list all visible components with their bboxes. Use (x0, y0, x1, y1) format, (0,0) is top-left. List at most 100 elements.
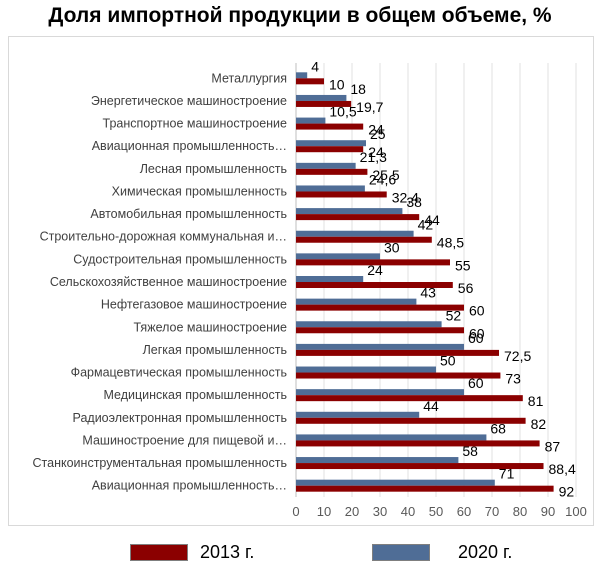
x-tick-label: 100 (565, 504, 587, 519)
data-label-2013: 25,5 (372, 167, 399, 183)
bar-2013 (296, 395, 523, 402)
category-label: Фармацевтическая промышленность (71, 366, 287, 380)
data-label-2020: 21,3 (360, 149, 387, 165)
bar-2020 (296, 94, 347, 101)
data-label-2013: 92 (559, 484, 575, 500)
x-tick-label: 40 (401, 504, 415, 519)
legend-item-2013: 2013 г. (130, 540, 270, 568)
data-label-2020: 10,5 (329, 104, 356, 120)
data-label-2013: 73 (505, 371, 521, 387)
category-label: Машиностроение для пищевой и… (82, 433, 287, 447)
bar-2020 (296, 72, 308, 79)
bar-2013 (296, 259, 450, 266)
bar-2013 (296, 372, 501, 379)
bar-2020 (296, 343, 464, 350)
data-label-2013: 19,7 (356, 99, 383, 115)
bar-2020 (296, 411, 420, 418)
legend-swatch-2020 (372, 544, 430, 561)
data-label-2020: 25 (370, 126, 386, 142)
data-label-2020: 43 (420, 285, 436, 301)
bar-2020 (296, 366, 436, 373)
bar-2013 (296, 191, 387, 198)
bar-2013 (296, 168, 368, 175)
bar-2013 (296, 282, 453, 288)
data-label-2013: 10 (329, 76, 345, 92)
bar-2020 (296, 117, 326, 124)
category-label: Химическая промышленность (112, 184, 287, 198)
bar-2013 (296, 349, 499, 356)
data-label-2013: 87 (545, 438, 561, 454)
bar-2020 (296, 479, 495, 486)
legend: 2013 г. 2020 г. (0, 540, 600, 570)
data-label-2013: 82 (531, 416, 547, 432)
data-label-2013: 32,4 (392, 189, 419, 205)
data-label-2013: 44 (424, 212, 440, 228)
bar-2013 (296, 100, 352, 107)
data-label-2013: 72,5 (504, 348, 531, 364)
category-label: Автомобильная промышленность (90, 207, 287, 221)
bar-2013 (296, 146, 364, 153)
category-label: Медицинская промышленность (103, 388, 287, 402)
data-label-2013: 56 (458, 280, 474, 296)
bar-2020 (296, 321, 442, 328)
category-label: Строительно-дорожная коммунальная и… (40, 230, 287, 244)
bar-2020 (296, 253, 380, 260)
data-label-2020: 44 (423, 398, 439, 414)
legend-label-2020: 2020 г. (458, 542, 513, 562)
data-label-2020: 18 (350, 81, 366, 97)
bar-2020 (296, 276, 364, 282)
data-label-2020: 52 (446, 307, 462, 323)
legend-swatch-2013 (130, 544, 188, 561)
x-tick-label: 70 (485, 504, 499, 519)
data-label-2020: 68 (490, 420, 506, 436)
x-tick-label: 30 (373, 504, 387, 519)
bar-2013 (296, 417, 526, 424)
data-label-2020: 60 (468, 330, 484, 346)
category-label: Лесная промышленность (140, 162, 287, 176)
bar-2013 (296, 440, 540, 447)
category-label: Тяжелое машиностроение (134, 320, 288, 334)
bar-2020 (296, 434, 487, 441)
bar-2020 (296, 162, 356, 169)
bar-2020 (296, 208, 403, 215)
bar-2013 (296, 214, 420, 221)
x-tick-label: 60 (457, 504, 471, 519)
category-label: Энергетическое машиностроение (91, 94, 287, 108)
bar-2013 (296, 304, 464, 311)
category-label: Судостроительная промышленность (73, 252, 287, 266)
data-label-2020: 4 (311, 58, 319, 74)
category-label: Авиационная промышленность… (92, 139, 287, 153)
bar-2013 (296, 78, 324, 85)
x-tick-label: 20 (345, 504, 359, 519)
x-tick-label: 80 (513, 504, 527, 519)
data-label-2020: 58 (462, 443, 478, 459)
data-label-2020: 24 (367, 262, 383, 278)
bar-2020 (296, 298, 417, 305)
x-tick-label: 0 (292, 504, 299, 519)
x-tick-label: 10 (317, 504, 331, 519)
data-label-2013: 60 (469, 303, 485, 319)
category-label: Радиоэлектронная промышленность (73, 411, 287, 425)
data-label-2020: 60 (468, 375, 484, 391)
category-label: Транспортное машиностроение (103, 117, 288, 131)
bar-2013 (296, 236, 432, 243)
data-label-2013: 81 (528, 393, 544, 409)
bar-2013 (296, 463, 544, 470)
data-label-2013: 55 (455, 257, 471, 273)
data-label-2020: 71 (499, 466, 515, 482)
data-label-2020: 24,6 (369, 171, 396, 187)
data-label-2013: 48,5 (437, 235, 464, 251)
data-label-2013: 24 (368, 144, 384, 160)
data-label-2020: 30 (384, 239, 400, 255)
data-label-2013: 88,4 (549, 461, 576, 477)
data-label-2013: 24 (368, 122, 384, 138)
x-tick-label: 90 (541, 504, 555, 519)
bar-2020 (296, 185, 365, 192)
category-label: Сельскохозяйственное машиностроение (50, 275, 287, 289)
category-label: Металлургия (211, 71, 287, 85)
data-label-2020: 50 (440, 353, 456, 369)
x-tick-label: 50 (429, 504, 443, 519)
bar-2020 (296, 230, 414, 237)
category-label: Станкоинструментальная промышленность (33, 456, 287, 470)
